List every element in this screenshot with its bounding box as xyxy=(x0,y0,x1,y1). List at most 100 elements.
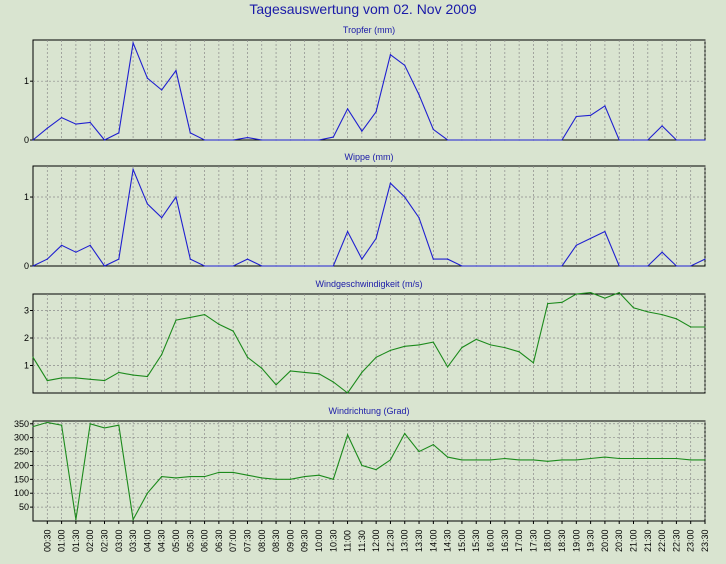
y-tick-label: 0 xyxy=(24,261,29,271)
data-point xyxy=(32,265,34,267)
panel-title: Windgeschwindigkeit (m/s) xyxy=(315,279,422,289)
data-point xyxy=(389,54,392,56)
x-tick-label: 05:00 xyxy=(171,529,181,552)
data-point xyxy=(361,258,363,260)
data-point xyxy=(289,478,291,480)
x-tick-label: 00:30 xyxy=(42,529,52,552)
x-tick-label: 06:30 xyxy=(214,529,224,552)
data-point xyxy=(418,450,420,453)
data-point xyxy=(504,347,506,349)
data-point xyxy=(461,459,463,461)
data-point xyxy=(261,367,263,369)
y-tick-label: 1 xyxy=(24,192,29,202)
data-point xyxy=(661,457,663,460)
x-tick-label: 03:00 xyxy=(114,529,124,552)
data-point xyxy=(218,323,220,325)
x-tick-label: 19:00 xyxy=(571,529,581,552)
data-point xyxy=(203,265,206,267)
data-point xyxy=(175,319,177,321)
data-point xyxy=(504,139,506,141)
data-point xyxy=(218,139,220,141)
data-point xyxy=(103,380,106,382)
data-point xyxy=(561,459,563,461)
x-tick-label: 08:00 xyxy=(257,529,267,552)
data-point xyxy=(461,265,463,267)
x-tick-label: 19:30 xyxy=(586,529,596,552)
data-point xyxy=(675,139,678,141)
data-point xyxy=(604,230,606,233)
x-tick-label: 10:00 xyxy=(314,529,324,552)
x-tick-label: 02:00 xyxy=(85,529,95,552)
data-point xyxy=(575,293,577,295)
data-point xyxy=(332,265,334,267)
data-point xyxy=(604,456,606,458)
x-tick-label: 14:00 xyxy=(428,529,438,552)
x-tick-label: 23:30 xyxy=(700,529,710,552)
data-point xyxy=(690,265,692,267)
data-point xyxy=(489,139,492,141)
data-point xyxy=(475,139,477,141)
data-point xyxy=(575,115,577,118)
data-point xyxy=(132,519,134,521)
data-point xyxy=(561,265,563,267)
data-point xyxy=(432,341,434,343)
data-point xyxy=(675,265,678,267)
data-point xyxy=(332,136,334,138)
data-point xyxy=(289,139,291,141)
data-point xyxy=(632,307,635,309)
x-tick-label: 08:30 xyxy=(271,529,281,552)
data-point xyxy=(561,301,563,303)
y-tick-label: 100 xyxy=(14,488,29,498)
data-point xyxy=(690,459,692,461)
panel-title: Tropfer (mm) xyxy=(343,25,395,35)
panel-title: Wippe (mm) xyxy=(345,152,394,162)
data-point xyxy=(618,265,620,267)
data-point xyxy=(647,457,649,460)
data-point xyxy=(75,123,77,125)
data-point xyxy=(246,356,249,358)
x-tick-label: 16:30 xyxy=(500,529,510,552)
data-point xyxy=(103,427,106,429)
y-tick-label: 3 xyxy=(24,306,29,316)
data-point xyxy=(661,314,663,316)
data-point xyxy=(203,139,206,141)
data-point xyxy=(647,265,649,267)
data-point xyxy=(432,444,434,446)
y-tick-label: 2 xyxy=(24,333,29,343)
x-tick-label: 18:30 xyxy=(557,529,567,552)
x-tick-label: 11:30 xyxy=(357,530,367,552)
data-point xyxy=(604,105,606,107)
data-point xyxy=(661,251,663,253)
data-point xyxy=(232,471,234,473)
data-point xyxy=(418,344,420,346)
x-tick-label: 04:30 xyxy=(157,529,167,552)
data-point xyxy=(175,477,177,479)
data-point xyxy=(375,237,377,240)
data-point xyxy=(146,375,148,378)
data-point xyxy=(89,121,91,123)
data-point xyxy=(418,217,420,219)
data-point xyxy=(618,292,620,294)
data-point xyxy=(704,459,706,461)
plot-frame xyxy=(32,39,706,141)
data-point xyxy=(704,139,706,141)
x-tick-label: 21:00 xyxy=(629,529,639,552)
data-point xyxy=(518,139,520,141)
data-point xyxy=(60,244,63,246)
data-point xyxy=(632,265,635,267)
data-point xyxy=(275,478,277,480)
data-point xyxy=(647,311,649,313)
data-point xyxy=(89,423,91,425)
data-point xyxy=(75,251,77,253)
series-line xyxy=(32,291,705,394)
data-point xyxy=(547,265,549,267)
x-tick-label: 05:30 xyxy=(185,529,195,552)
data-point xyxy=(432,128,434,131)
data-point xyxy=(547,460,549,462)
data-point xyxy=(647,139,649,141)
data-point xyxy=(489,344,492,346)
series-line xyxy=(32,167,706,267)
data-point xyxy=(532,362,535,364)
data-point xyxy=(189,132,191,134)
data-point xyxy=(704,326,706,328)
